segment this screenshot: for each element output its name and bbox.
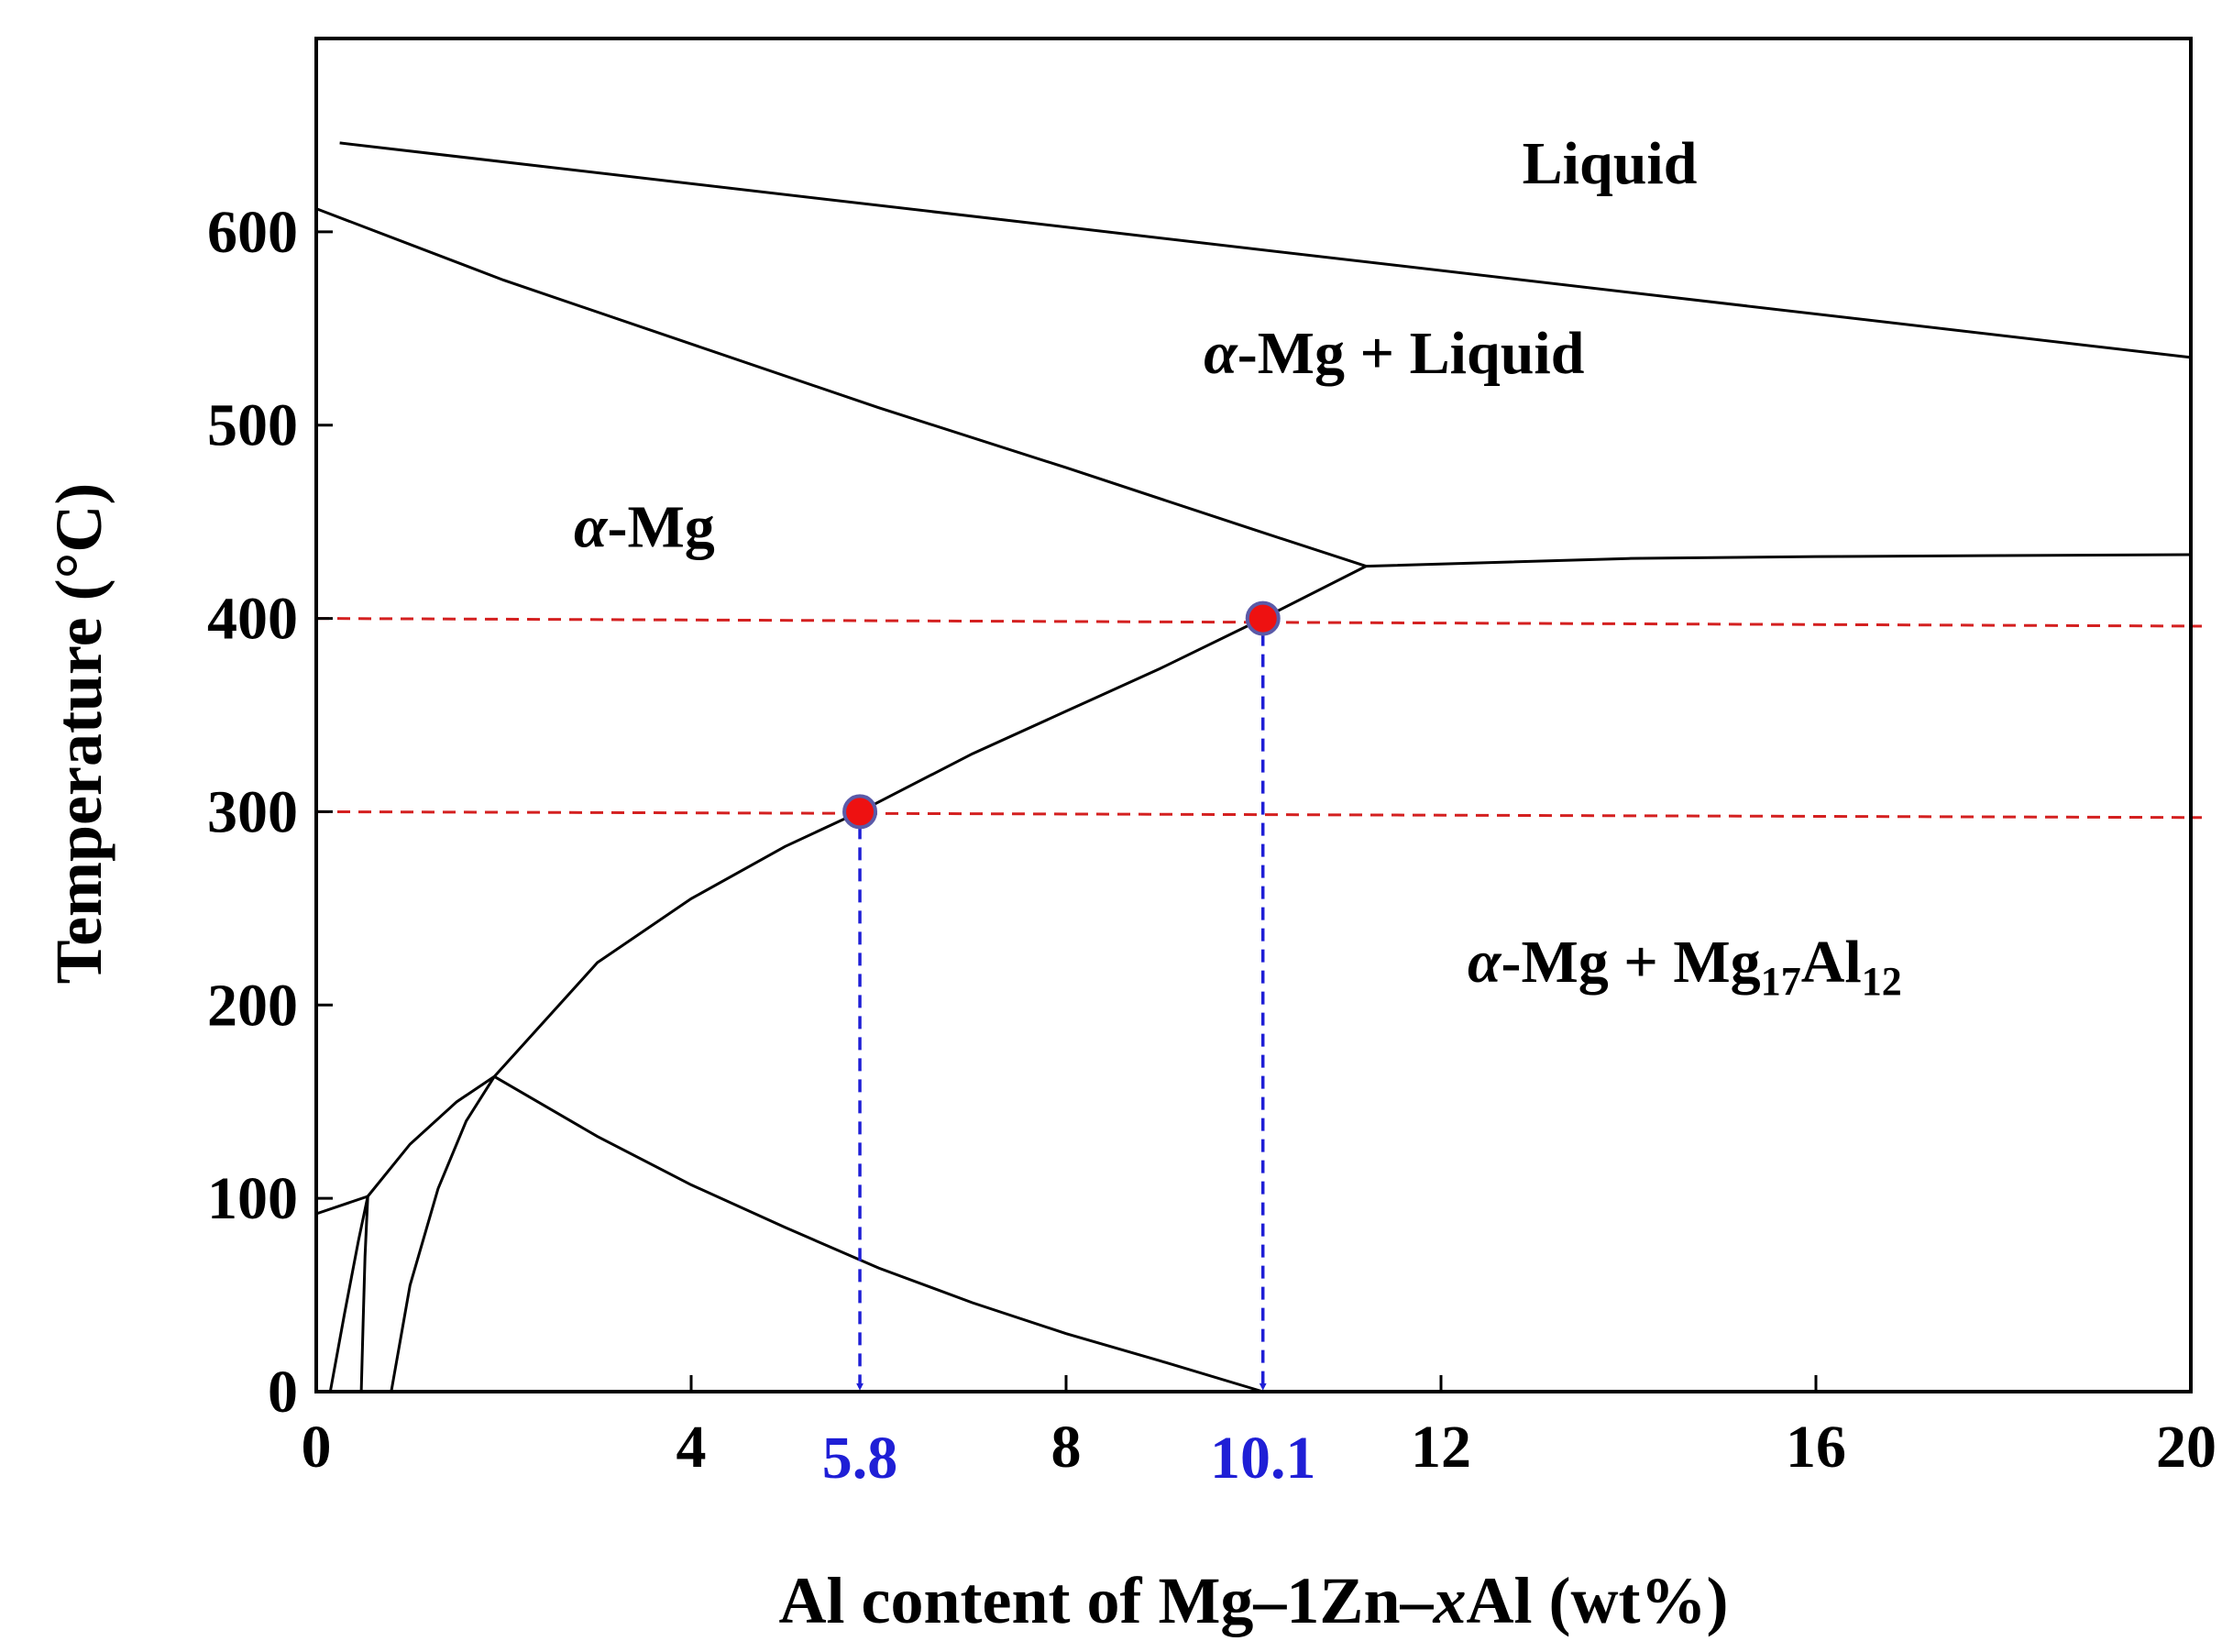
region-label-alpha-mg: α-Mg (574, 494, 715, 561)
x-tick-label-4: 4 (676, 1414, 707, 1481)
region-label-alpha-mg-mg17al12-part-1: α (1468, 929, 1502, 996)
region-label-alpha-mg-mg17al12-part-4: Al (1801, 929, 1862, 996)
region-label-alpha-mg-mg17al12-part-5: 12 (1862, 959, 1902, 1004)
y-axis-title: Temperature (°C) (42, 483, 116, 985)
region-label-alpha-mg-mg17al12-part-2: -Mg + Mg (1502, 929, 1761, 996)
x-tick-label-20: 20 (2156, 1414, 2216, 1481)
y-tick-label-600: 600 (207, 199, 298, 266)
phase-boundary-6 (367, 1075, 496, 1197)
region-label-liquid: Liquid (1523, 130, 1698, 197)
region-label-alpha-mg-liquid-part-2: -Mg + Liquid (1238, 320, 1585, 387)
x-tick-label-0: 0 (302, 1414, 332, 1481)
phase-boundary-9 (390, 1075, 496, 1393)
phase-boundary-8 (359, 1195, 369, 1393)
y-tick-label-200: 200 (207, 972, 298, 1039)
x-axis-title: Al content of Mg–1Zn–xAl (wt%) (779, 1564, 1729, 1637)
x-tick-label-8: 8 (1051, 1414, 1082, 1481)
region-label-alpha-mg-liquid: α-Mg + Liquid (1204, 320, 1584, 387)
region-label-alpha-mg-mg17al12: α-Mg + Mg17Al12 (1468, 929, 1902, 1004)
y-tick-label-0: 0 (268, 1359, 298, 1426)
phase-boundary-3 (493, 565, 1367, 1078)
phase-boundary-4 (1366, 553, 2192, 568)
reference-line-2 (315, 809, 2203, 820)
region-label-alpha-mg-part-2: -Mg (607, 494, 714, 561)
y-tick-label-100: 100 (207, 1165, 298, 1232)
region-label-alpha-mg-part-1: α (574, 494, 609, 561)
reference-lines (315, 617, 2203, 820)
marker-point-2 (1245, 600, 1281, 636)
y-tick-label-400: 400 (207, 586, 298, 653)
reference-line-1 (315, 617, 2203, 628)
x-axis-title-suffix: Al (wt%) (1467, 1564, 1729, 1637)
y-tick-label-300: 300 (207, 778, 298, 845)
y-tick-label-500: 500 (207, 392, 298, 459)
x-axis-title-italic: x (1433, 1564, 1467, 1637)
region-label-alpha-mg-mg17al12-part-3: 17 (1761, 959, 1801, 1004)
marker-points (842, 600, 1281, 830)
plot-frame (314, 37, 2193, 1393)
phase-boundary-10 (493, 1075, 1264, 1393)
drop-lines (856, 633, 1267, 1391)
phase-boundaries (315, 141, 2192, 1393)
phase-boundary-2 (315, 207, 1367, 568)
x-highlight-label-1: 5.8 (822, 1425, 898, 1492)
x-tick-label-16: 16 (1786, 1414, 1846, 1481)
x-axis-title-prefix: Al content of Mg–1Zn– (779, 1564, 1435, 1637)
region-label-liquid-part-1: Liquid (1523, 130, 1698, 197)
phase-boundary-7 (328, 1195, 369, 1393)
x-tick-label-12: 12 (1411, 1414, 1471, 1481)
marker-point-1 (842, 794, 878, 830)
phase-boundary-1 (339, 141, 2192, 359)
region-label-alpha-mg-liquid-part-1: α (1204, 320, 1238, 387)
axes: 0 4 8 12 16 20 5.8 10.1 0 100 200 300 400 500 600 (207, 199, 2216, 1492)
x-highlight-label-2: 10.1 (1210, 1425, 1316, 1492)
phase-boundary-5 (315, 1195, 368, 1216)
